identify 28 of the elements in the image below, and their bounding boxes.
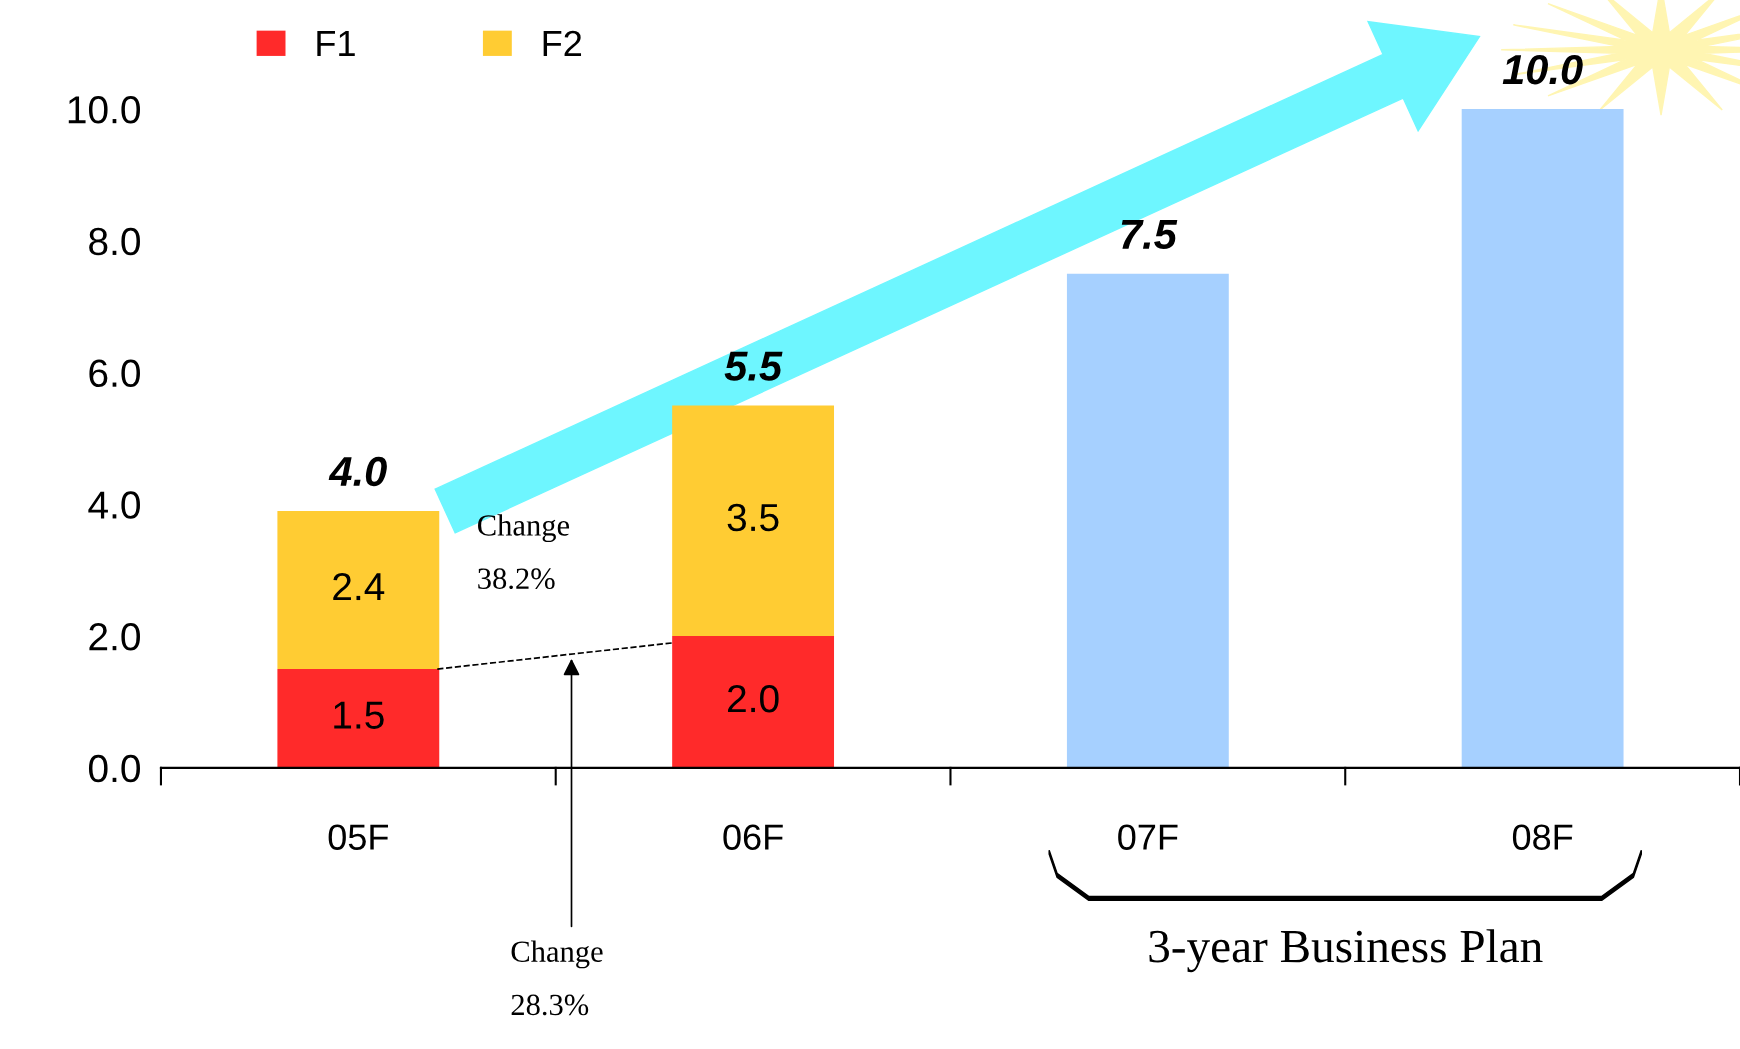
- legend-label: F1: [317, 31, 355, 56]
- total-label: 5.5: [724, 351, 783, 381]
- y-tick-label: 8.0: [89, 227, 140, 256]
- data-label: 1.5: [334, 701, 384, 729]
- bar: [672, 405, 835, 637]
- text: Change 28.3%: [511, 940, 603, 1016]
- x-tick-label: 07F: [1118, 824, 1178, 850]
- y-tick-label: 4.0: [88, 491, 140, 519]
- annotation: Change 38.2%: [478, 514, 570, 590]
- bar: [277, 669, 440, 768]
- total-label: 10.0: [1502, 54, 1583, 85]
- data-label: 2.4: [333, 572, 385, 601]
- y-tick-label: 2.0: [89, 623, 140, 651]
- bar: [1066, 273, 1229, 768]
- total-label: 4.0: [328, 456, 387, 487]
- bar: [277, 510, 440, 670]
- x-tick-label: 05F: [328, 824, 388, 850]
- x-tick-label: 08F: [1512, 824, 1573, 850]
- data-label: 3.5: [727, 503, 779, 532]
- data-label: 2.0: [728, 684, 779, 713]
- legend-label: F2: [543, 30, 582, 56]
- x-tick-label: 06F: [723, 824, 783, 850]
- bar: [672, 636, 835, 768]
- y-tick-label: 10.0: [68, 96, 140, 124]
- y-tick-label: 0.0: [88, 754, 140, 783]
- y-tick-label: 6.0: [89, 359, 140, 388]
- text: 3-year Business Plan: [1149, 929, 1543, 973]
- total-label: 7.5: [1121, 220, 1178, 250]
